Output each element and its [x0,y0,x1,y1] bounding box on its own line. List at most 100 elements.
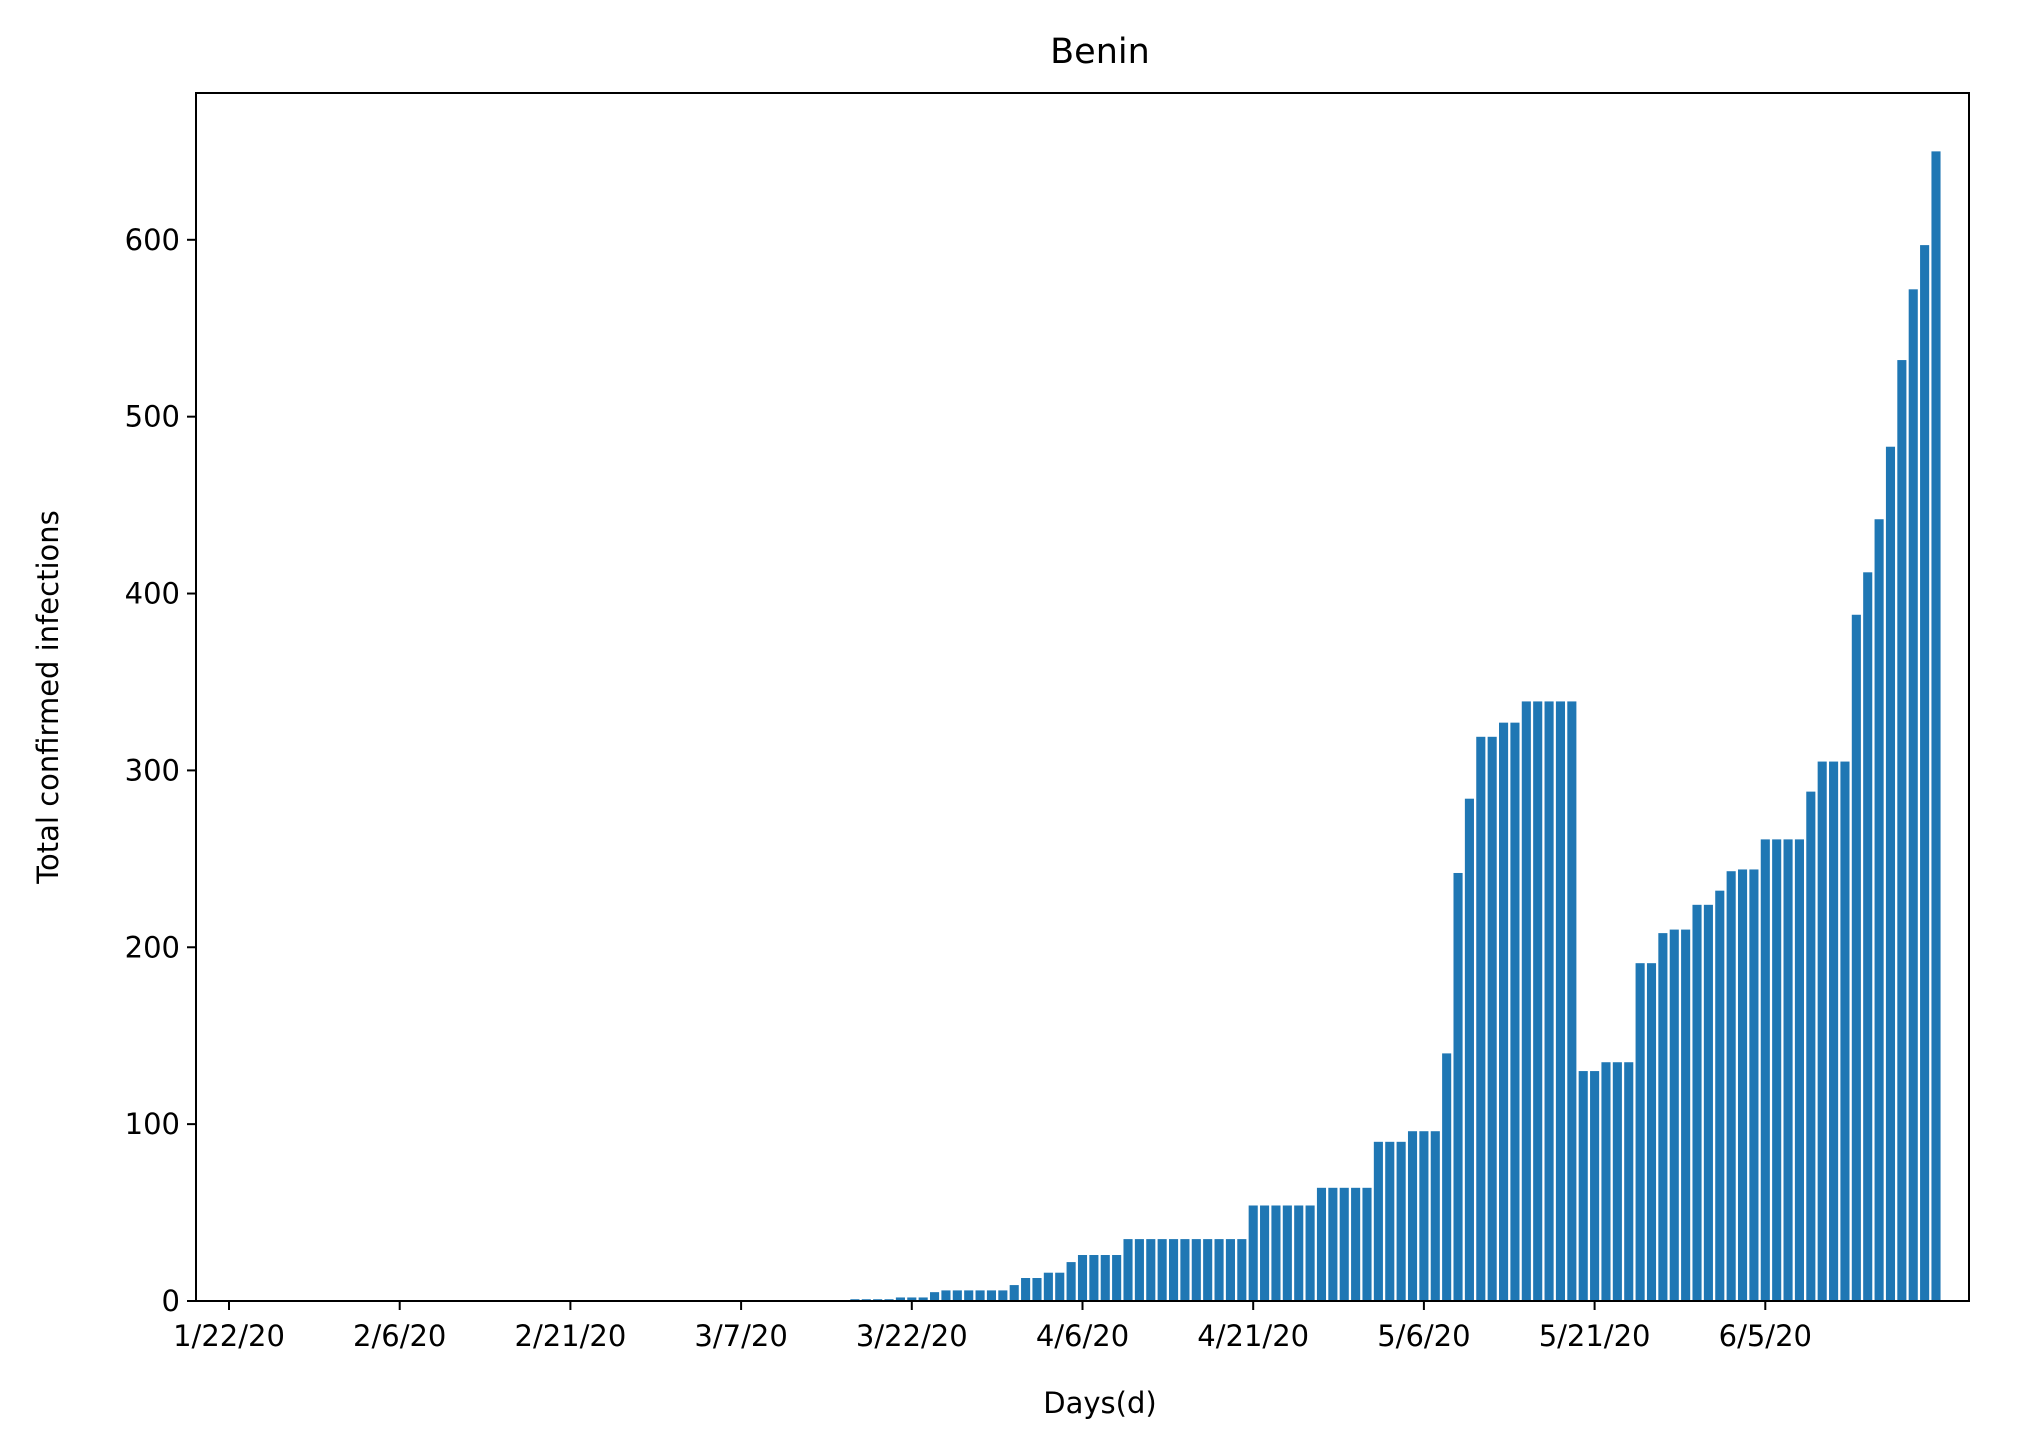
bar [1260,1205,1270,1301]
bar [1521,701,1531,1301]
bar [1510,722,1520,1301]
chart-title: Benin [1050,32,1150,72]
bar-series [850,151,1941,1302]
bar [1328,1187,1338,1301]
bar [1191,1239,1201,1301]
bar [1225,1239,1235,1301]
bar [930,1292,940,1301]
bar [1021,1278,1031,1301]
bar [1590,1071,1600,1301]
bar [1442,1053,1452,1301]
x-tick-label: 4/6/20 [1036,1319,1129,1353]
bar [1612,1062,1622,1301]
y-tick-label: 400 [125,577,180,611]
x-axis-label: Days(d) [1043,1386,1156,1420]
bar [941,1290,951,1301]
bar [998,1290,1008,1301]
bar [1100,1255,1110,1301]
bar [1863,572,1873,1301]
bar [1453,872,1463,1301]
bar [1009,1285,1019,1301]
bar [1089,1255,1099,1301]
x-tick-label: 3/22/20 [856,1319,968,1353]
bar [1237,1239,1247,1301]
bar [1715,890,1725,1301]
bar [1783,839,1793,1301]
bar [1203,1239,1213,1301]
y-axis-label: Total confirmed infections [31,510,65,885]
bar [1168,1239,1179,1301]
bar [986,1290,997,1301]
bar [1248,1205,1258,1301]
bar [1703,904,1713,1301]
x-tick-label: 1/22/20 [173,1319,285,1353]
bar [918,1297,928,1301]
bar [1339,1187,1349,1301]
bar [1373,1141,1383,1301]
x-tick-label: 4/21/20 [1197,1319,1309,1353]
bar [1726,871,1736,1301]
bar [1840,761,1850,1301]
bar [1419,1131,1429,1301]
y-tick-label: 0 [162,1284,180,1318]
bar [1772,839,1782,1301]
bar [1294,1205,1304,1301]
bar [1737,869,1748,1301]
bar [1351,1187,1361,1301]
x-axis: 1/22/20 2/6/20 2/21/20 3/7/20 3/22/20 4/6/20 4… [173,1301,1812,1353]
bar [1931,151,1941,1301]
bar [1794,839,1804,1301]
bar [975,1290,985,1301]
bar [1282,1205,1292,1301]
bar [1669,929,1679,1301]
bar [1499,722,1509,1301]
bar [1567,701,1577,1301]
bar [1407,1131,1418,1301]
y-axis: 0 100 200 300 400 500 600 [125,223,196,1318]
y-tick-label: 100 [125,1107,180,1141]
bar [1897,360,1907,1301]
bar [1112,1255,1122,1301]
y-tick-label: 300 [125,753,180,787]
bar [1692,904,1702,1301]
bar [1578,1071,1588,1301]
x-tick-label: 6/5/20 [1719,1319,1812,1353]
bar [1635,963,1645,1301]
bar [1476,736,1486,1301]
bar [964,1290,974,1301]
bar [1646,963,1657,1301]
bar [1806,791,1816,1301]
bar [1851,614,1861,1301]
bar [1601,1062,1611,1301]
bar [1316,1187,1327,1301]
bar [1396,1141,1406,1301]
bar [1658,933,1668,1301]
bar [1271,1205,1281,1301]
bar [1874,519,1884,1301]
x-tick-label: 5/21/20 [1539,1319,1651,1353]
bar [1681,929,1691,1301]
bar [1817,761,1827,1301]
y-tick-label: 500 [125,400,180,434]
bar [1885,446,1896,1302]
bar [1385,1141,1395,1301]
bar [1362,1187,1372,1301]
bar [1544,701,1554,1301]
bar [1555,701,1566,1301]
bar [1157,1239,1167,1301]
bar [1180,1239,1190,1301]
bar [1829,761,1839,1301]
x-tick-label: 2/21/20 [515,1319,627,1353]
bar [1305,1205,1315,1301]
bar [1123,1239,1133,1301]
bar [1749,869,1759,1301]
bar [1920,245,1930,1302]
bar [1908,289,1918,1301]
y-tick-label: 600 [125,223,180,257]
bar [1077,1255,1088,1301]
bar [1624,1062,1634,1301]
bar [1066,1262,1076,1301]
bar [1032,1278,1042,1301]
bar [907,1297,917,1301]
bar [1487,736,1497,1301]
